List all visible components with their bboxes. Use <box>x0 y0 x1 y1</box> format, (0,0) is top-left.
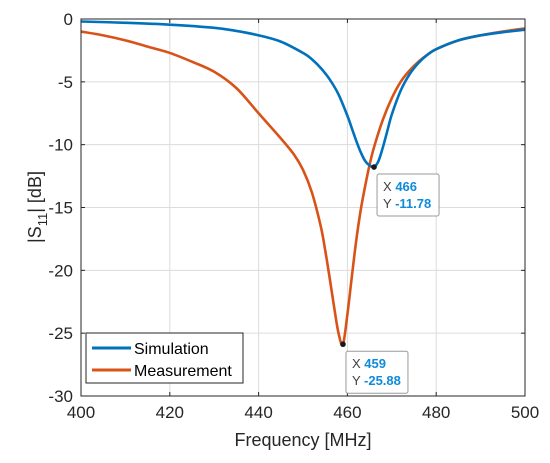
legend: Simulation Measurement <box>85 332 244 384</box>
datatip-x-row: X 459 <box>352 356 386 371</box>
legend-label-measurement: Measurement <box>134 363 232 380</box>
y-axis-title-main: |S <box>25 226 45 243</box>
y-axis-title-subscript: 11 <box>35 213 50 227</box>
axis-ticks: 400 420 440 460 480 500 0 -5 -10 -15 -20 -25 -30 <box>48 10 539 422</box>
y-axis-title: |S11| [dB] <box>25 171 50 243</box>
legend-label-simulation: Simulation <box>134 341 209 358</box>
x-tick-label: 460 <box>333 403 361 422</box>
x-tick-label: 400 <box>67 403 95 422</box>
y-tick-label: -30 <box>48 387 73 406</box>
y-tick-label: -10 <box>48 136 73 155</box>
y-tick-label: -5 <box>58 73 73 92</box>
datatip-x-value: 459 <box>364 356 386 371</box>
y-axis-title-tail: | [dB] <box>25 171 45 213</box>
datatip-y-label: Y <box>383 196 395 211</box>
datatip-x-label: X <box>383 179 395 194</box>
datatip-y-value: -11.78 <box>395 196 431 211</box>
datatip-x-label: X <box>352 356 364 371</box>
datatip-x-row: X 466 <box>383 179 417 194</box>
x-axis-title: Frequency [MHz] <box>234 430 371 450</box>
series-line-simulation <box>80 20 526 169</box>
x-tick-label: 420 <box>156 403 184 422</box>
datatip-marker <box>340 341 346 348</box>
y-tick-label: -20 <box>48 261 73 280</box>
x-tick-label: 440 <box>244 403 272 422</box>
datatip-y-label: Y <box>352 373 364 388</box>
datatip-marker <box>371 164 377 170</box>
y-tick-label: 0 <box>64 10 73 29</box>
datatip-y-value: -25.88 <box>364 373 401 388</box>
legend-box <box>85 332 244 384</box>
datatip-box <box>376 173 440 217</box>
x-tick-label: 480 <box>422 403 450 422</box>
x-tick-label: 500 <box>511 403 539 422</box>
y-tick-label: -15 <box>48 199 73 218</box>
y-tick-label: -25 <box>48 324 73 343</box>
datatip-y-row: Y -25.88 <box>352 373 401 388</box>
datatip-x-value: 466 <box>395 179 417 194</box>
datatip-y-row: Y -11.78 <box>383 196 431 211</box>
datatip-box <box>345 350 409 394</box>
